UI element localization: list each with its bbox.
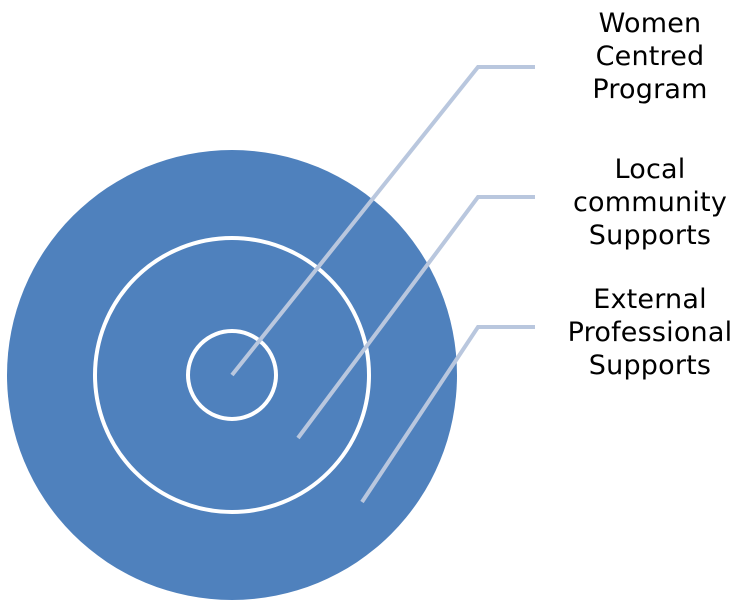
label-line: Program <box>592 74 708 105</box>
label-line: Women <box>598 8 702 39</box>
label-women-centred-program: Women Centred Program <box>535 7 748 106</box>
label-line: External <box>593 284 707 315</box>
middle-ring-local <box>93 236 371 514</box>
label-line: Supports <box>588 350 712 381</box>
label-line: Local <box>614 154 686 185</box>
leader-line-local <box>296 195 535 440</box>
leader-line-women <box>230 65 535 377</box>
label-external-professional-supports: External Professional Supports <box>535 283 748 382</box>
leader-line-external <box>360 325 535 504</box>
label-line: Centred <box>595 41 705 72</box>
label-line: Professional <box>567 317 733 348</box>
label-line: Supports <box>588 220 712 251</box>
inner-ring-women <box>186 329 278 421</box>
label-line: community <box>572 187 728 218</box>
label-local-community-supports: Local community Supports <box>535 153 748 252</box>
